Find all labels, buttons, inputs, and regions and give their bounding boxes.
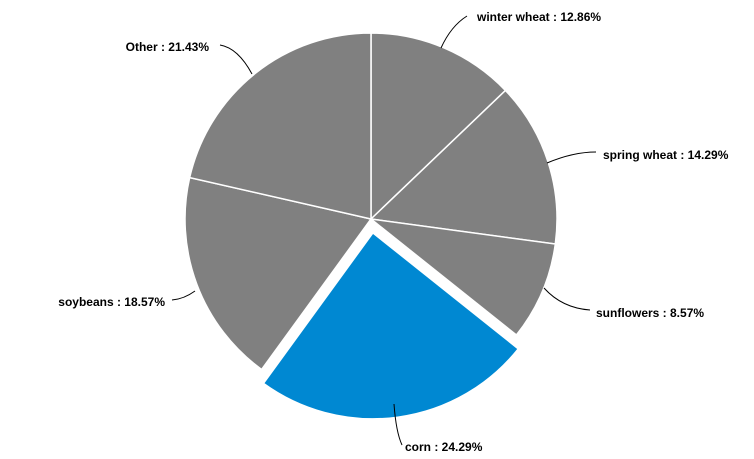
slice-spring-wheat[interactable] [369, 89, 558, 245]
label-corn: corn : 24.29% [405, 440, 483, 454]
leader-line-sunflowers [543, 287, 591, 311]
leader-lines [171, 15, 597, 446]
label-soybeans: soybeans : 18.57% [58, 295, 165, 309]
pie-slices [184, 32, 558, 420]
label-spring-wheat: spring wheat : 14.29% [603, 148, 729, 162]
slice-sunflowers[interactable] [368, 217, 557, 337]
leader-line-spring-wheat [546, 151, 597, 164]
leader-line-winter-wheat [440, 15, 468, 49]
label-winter-wheat: winter wheat : 12.86% [476, 10, 601, 24]
slice-winter-wheat[interactable] [370, 32, 507, 221]
slice-corn[interactable] [262, 231, 520, 420]
leader-line-other [219, 44, 253, 75]
slice-other[interactable] [188, 32, 372, 220]
leader-line-soybeans [171, 290, 196, 301]
label-other: Other : 21.43% [126, 40, 210, 54]
slice-labels: winter wheat : 12.86% spring wheat : 14.2… [58, 10, 728, 454]
label-sunflowers: sunflowers : 8.57% [596, 306, 704, 320]
slice-soybeans[interactable] [184, 176, 373, 371]
leader-line-corn [393, 403, 403, 446]
